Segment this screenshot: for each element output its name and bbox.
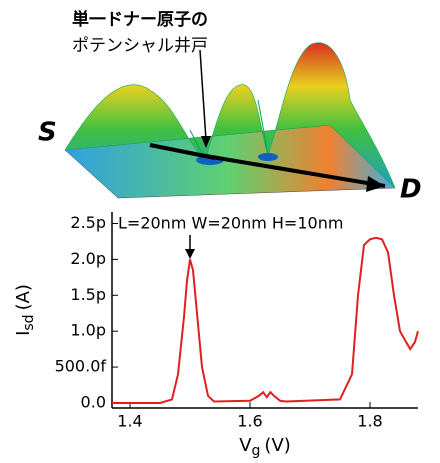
- x-axis-title-unit: (V): [264, 435, 290, 456]
- caption-line: ポテンシャル井戸: [72, 36, 208, 56]
- annotation-arrowhead: [185, 249, 195, 259]
- y-axis-title-sub: sd: [21, 314, 37, 330]
- drain-label: D: [400, 175, 422, 205]
- y-tick-label: 1.5p: [70, 285, 106, 304]
- annotation: L=20nm W=20nm H=10nm: [118, 214, 343, 233]
- x-tick-label: 1.6: [237, 412, 262, 431]
- x-axis-title: Vg (V): [239, 435, 291, 459]
- y-tick-label: 2.0p: [70, 249, 106, 268]
- y-axis-title-main: I: [13, 331, 34, 336]
- caption-line: 単一ドナー原子の: [72, 9, 208, 30]
- potential-surface: [64, 42, 396, 199]
- y-axis-title: Isd (A): [13, 284, 37, 336]
- source-label: S: [38, 118, 57, 148]
- y-tick-label: 500.0f: [55, 357, 107, 376]
- x-tick-label: 1.8: [357, 412, 382, 431]
- x-axis-title-main: V: [239, 435, 252, 456]
- y-tick-label: 1.0p: [70, 321, 106, 340]
- y-tick-label: 2.5p: [70, 213, 106, 232]
- x-axis-title-sub: g: [252, 443, 261, 459]
- x-tick-label: 1.4: [117, 412, 142, 431]
- data-line: [112, 236, 419, 404]
- y-axis-title-unit: (A): [13, 284, 34, 310]
- y-tick-label: 0.0: [81, 392, 106, 411]
